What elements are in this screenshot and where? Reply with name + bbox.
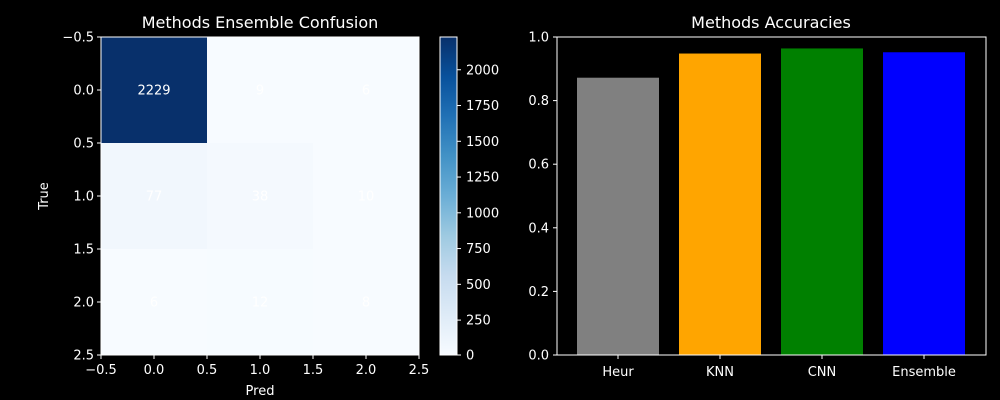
bar-x-tick-label: Ensemble: [892, 365, 956, 380]
bar-title: Methods Accuracies: [691, 13, 851, 32]
colorbar-tick-label: 1750: [466, 99, 499, 114]
heatmap-cell: [207, 37, 313, 143]
y-tick-label: 1.0: [73, 190, 94, 205]
bar-y-tick-label: 0.6: [528, 158, 549, 173]
x-tick-label: 1.0: [250, 363, 271, 378]
x-tick-label: 0.0: [144, 363, 165, 378]
y-tick-label: 2.5: [73, 349, 94, 364]
colorbar-tick-label: 1500: [466, 135, 499, 150]
heatmap-cell-label: 77: [146, 190, 163, 205]
heatmap-cell-labels: 2229 9 6 77 38 10 6 12 8: [137, 84, 374, 311]
x-tick-label: 2.0: [356, 363, 377, 378]
colorbar-tick-label: 0: [466, 349, 474, 364]
heatmap-cells: [101, 37, 419, 355]
bar-y-ticks: 0.0 0.2 0.4 0.6 0.8 1.0: [528, 31, 557, 364]
bar-ensemble: [883, 52, 965, 355]
colorbar-gradient: [439, 36, 458, 356]
heatmap-cell-label: 10: [358, 190, 375, 205]
bar-y-tick-label: 0.8: [528, 94, 549, 109]
bar-knn: [679, 53, 761, 355]
y-tick-label: 0.5: [73, 137, 94, 152]
x-tick-label: 0.5: [197, 363, 218, 378]
accuracy-bar-panel: Methods Accuracies 0.0 0.2 0.4 0.6 0.8 1.0 He…: [528, 13, 987, 380]
bar-y-tick-label: 0.2: [528, 285, 549, 300]
x-tick-label: 1.5: [303, 363, 324, 378]
bars: [577, 48, 965, 356]
colorbar-tick-label: 1000: [466, 206, 499, 221]
bar-y-tick-label: 0.4: [528, 221, 549, 236]
bar-cnn: [781, 48, 863, 356]
heatmap-ylabel: True: [37, 182, 52, 211]
heatmap-cell: [101, 249, 207, 355]
colorbar-tick-label: 750: [466, 242, 491, 257]
heatmap-cell: [313, 143, 419, 249]
heatmap-cell: [101, 143, 207, 249]
colorbar-tick-label: 500: [466, 278, 491, 293]
bar-y-tick-label: 1.0: [528, 31, 549, 46]
colorbar-tick-label: 250: [466, 314, 491, 329]
x-tick-label: 2.5: [409, 363, 430, 378]
heatmap-cell-label: 8: [362, 296, 370, 311]
heatmap-cell: [313, 37, 419, 143]
colorbar-tick-label: 1250: [466, 171, 499, 186]
heatmap-cell-label: 6: [362, 84, 370, 99]
y-tick-label: 0.0: [73, 84, 94, 99]
heatmap-cell: [207, 143, 313, 249]
y-tick-label: 2.0: [73, 296, 94, 311]
heatmap-cell-label: 2229: [137, 84, 170, 99]
heatmap-cell: [101, 37, 207, 143]
colorbar-tick-label: 2000: [466, 63, 499, 78]
bar-frame: [556, 36, 987, 356]
heatmap-frame: [100, 36, 420, 356]
bar-x-tick-label: KNN: [706, 365, 734, 380]
heatmap-title: Methods Ensemble Confusion: [142, 13, 379, 32]
colorbar-ticks: 0 250 500 750 1000 1250 1500 1750 2000: [457, 63, 499, 364]
heatmap-xlabel: Pred: [246, 384, 275, 399]
heatmap-y-ticks: −0.5 0.0 0.5 1.0 1.5 2.0 2.5: [62, 31, 101, 364]
heatmap-cell-label: 12: [252, 296, 269, 311]
heatmap-cell: [207, 249, 313, 355]
heatmap-cell-label: 38: [252, 190, 269, 205]
bar-x-tick-label: CNN: [808, 365, 837, 380]
bar-y-tick-label: 0.0: [528, 349, 549, 364]
confusion-heatmap-panel: Methods Ensemble Confusion Pred True 222…: [37, 13, 429, 399]
bar-heur: [577, 77, 659, 355]
bar-x-ticks: Heur KNN CNN Ensemble: [602, 355, 956, 380]
y-tick-label: 1.5: [73, 243, 94, 258]
heatmap-x-ticks: −0.5 0.0 0.5 1.0 1.5 2.0 2.5: [85, 355, 429, 378]
x-tick-label: −0.5: [85, 363, 117, 378]
bar-x-tick-label: Heur: [602, 365, 634, 380]
y-tick-label: −0.5: [62, 31, 94, 46]
heatmap-cell: [313, 249, 419, 355]
colorbar: 0 250 500 750 1000 1250 1500 1750 2000: [439, 36, 499, 364]
heatmap-cell-label: 9: [256, 84, 264, 99]
heatmap-cell-label: 6: [150, 296, 158, 311]
